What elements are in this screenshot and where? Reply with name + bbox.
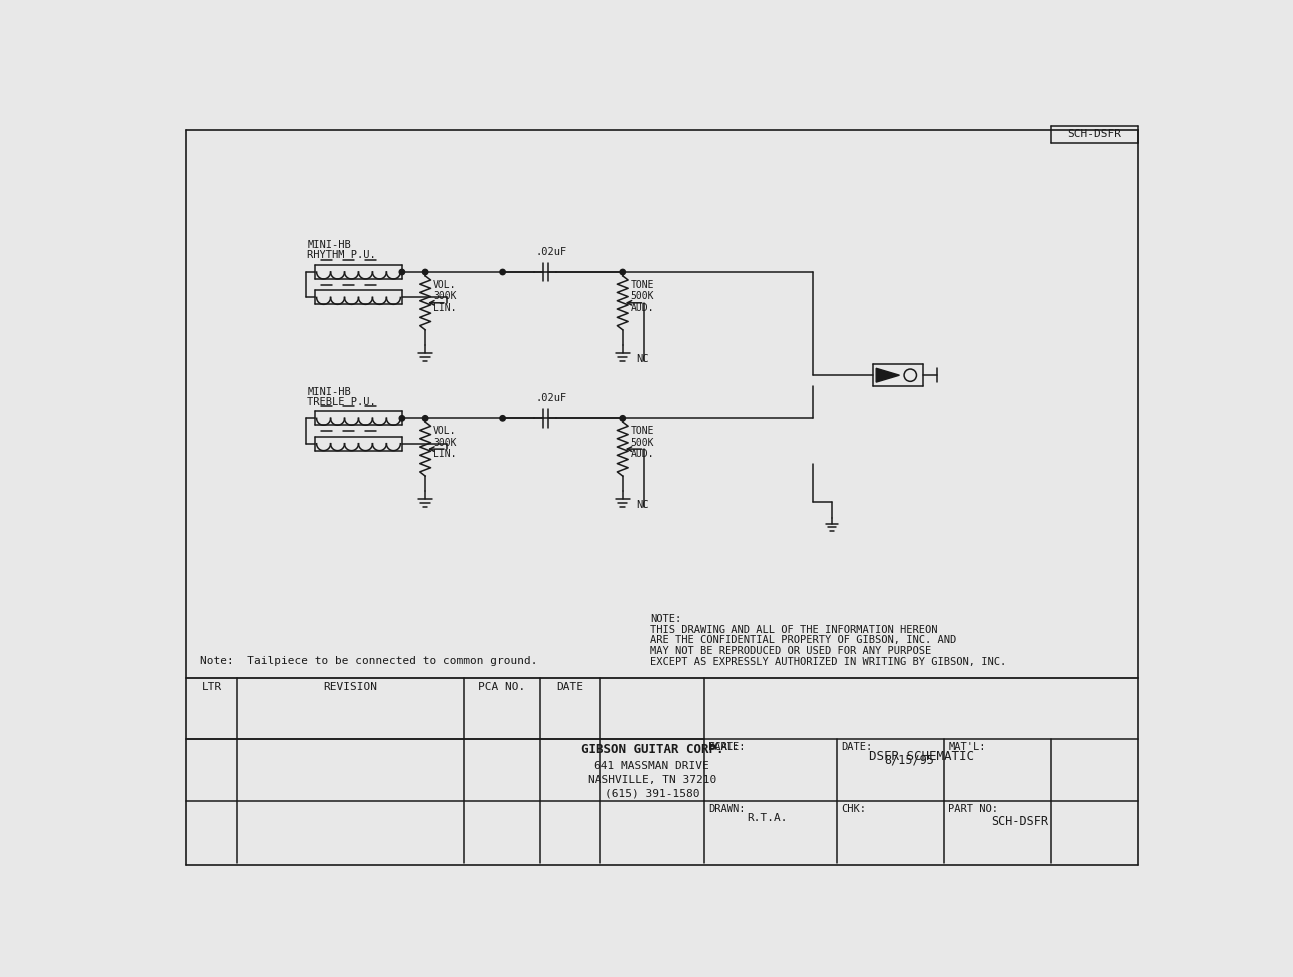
Text: (615) 391-1580: (615) 391-1580 <box>605 788 700 798</box>
Text: MINI-HB: MINI-HB <box>308 240 352 250</box>
Text: LTR: LTR <box>202 682 221 692</box>
Text: DATE:: DATE: <box>842 743 873 752</box>
Circle shape <box>400 415 405 421</box>
Text: SCH-DSFR: SCH-DSFR <box>990 815 1047 828</box>
Text: NASHVILLE, TN 37210: NASHVILLE, TN 37210 <box>588 775 716 785</box>
Text: SCH-DSFR: SCH-DSFR <box>1068 129 1122 139</box>
Text: VOL.
300K
LIN.: VOL. 300K LIN. <box>433 279 456 313</box>
Text: DRAWN:: DRAWN: <box>709 804 746 814</box>
Text: NC: NC <box>636 354 649 364</box>
Text: SCALE:: SCALE: <box>709 743 746 752</box>
Circle shape <box>423 270 428 275</box>
Circle shape <box>621 270 626 275</box>
Text: 641 MASSMAN DRIVE: 641 MASSMAN DRIVE <box>595 761 709 771</box>
Text: TREBLE P.U.: TREBLE P.U. <box>308 397 376 406</box>
Circle shape <box>500 415 506 421</box>
Text: GIBSON GUITAR CORP.: GIBSON GUITAR CORP. <box>581 743 723 756</box>
Text: ARE THE CONFIDENTIAL PROPERTY OF GIBSON, INC. AND: ARE THE CONFIDENTIAL PROPERTY OF GIBSON,… <box>650 635 956 646</box>
Text: VOL.
300K
LIN.: VOL. 300K LIN. <box>433 426 456 459</box>
Text: TONE
500K
AUD.: TONE 500K AUD. <box>631 279 654 313</box>
Text: CHK:: CHK: <box>842 804 866 814</box>
Circle shape <box>423 415 428 421</box>
Text: PART NO:: PART NO: <box>948 804 998 814</box>
Text: PCA NO.: PCA NO. <box>478 682 525 692</box>
Text: R.T.A.: R.T.A. <box>747 813 787 824</box>
Polygon shape <box>877 368 900 382</box>
Text: .02uF: .02uF <box>537 247 568 257</box>
Text: DATE: DATE <box>556 682 583 692</box>
Text: MAY NOT BE REPRODUCED OR USED FOR ANY PURPOSE: MAY NOT BE REPRODUCED OR USED FOR ANY PU… <box>650 646 931 657</box>
Text: NOTE:: NOTE: <box>650 614 681 624</box>
Text: MAT'L:: MAT'L: <box>948 743 985 752</box>
Text: REVISION: REVISION <box>323 682 378 692</box>
Text: THIS DRAWING AND ALL OF THE INFORMATION HEREON: THIS DRAWING AND ALL OF THE INFORMATION … <box>650 624 937 635</box>
Circle shape <box>500 270 506 275</box>
Circle shape <box>621 415 626 421</box>
Text: DSFR SCHEMATIC: DSFR SCHEMATIC <box>869 750 974 763</box>
Text: 8/15/95: 8/15/95 <box>884 753 934 766</box>
Text: .02uF: .02uF <box>537 394 568 404</box>
Text: TONE
500K
AUD.: TONE 500K AUD. <box>631 426 654 459</box>
Text: PART:: PART: <box>709 743 740 752</box>
Circle shape <box>400 270 405 275</box>
Text: EXCEPT AS EXPRESSLY AUTHORIZED IN WRITING BY GIBSON, INC.: EXCEPT AS EXPRESSLY AUTHORIZED IN WRITIN… <box>650 657 1006 667</box>
Text: RHYTHM P.U.: RHYTHM P.U. <box>308 250 376 261</box>
Text: NC: NC <box>636 500 649 510</box>
Text: MINI-HB: MINI-HB <box>308 387 352 397</box>
Text: Note:  Tailpiece to be connected to common ground.: Note: Tailpiece to be connected to commo… <box>200 657 538 666</box>
